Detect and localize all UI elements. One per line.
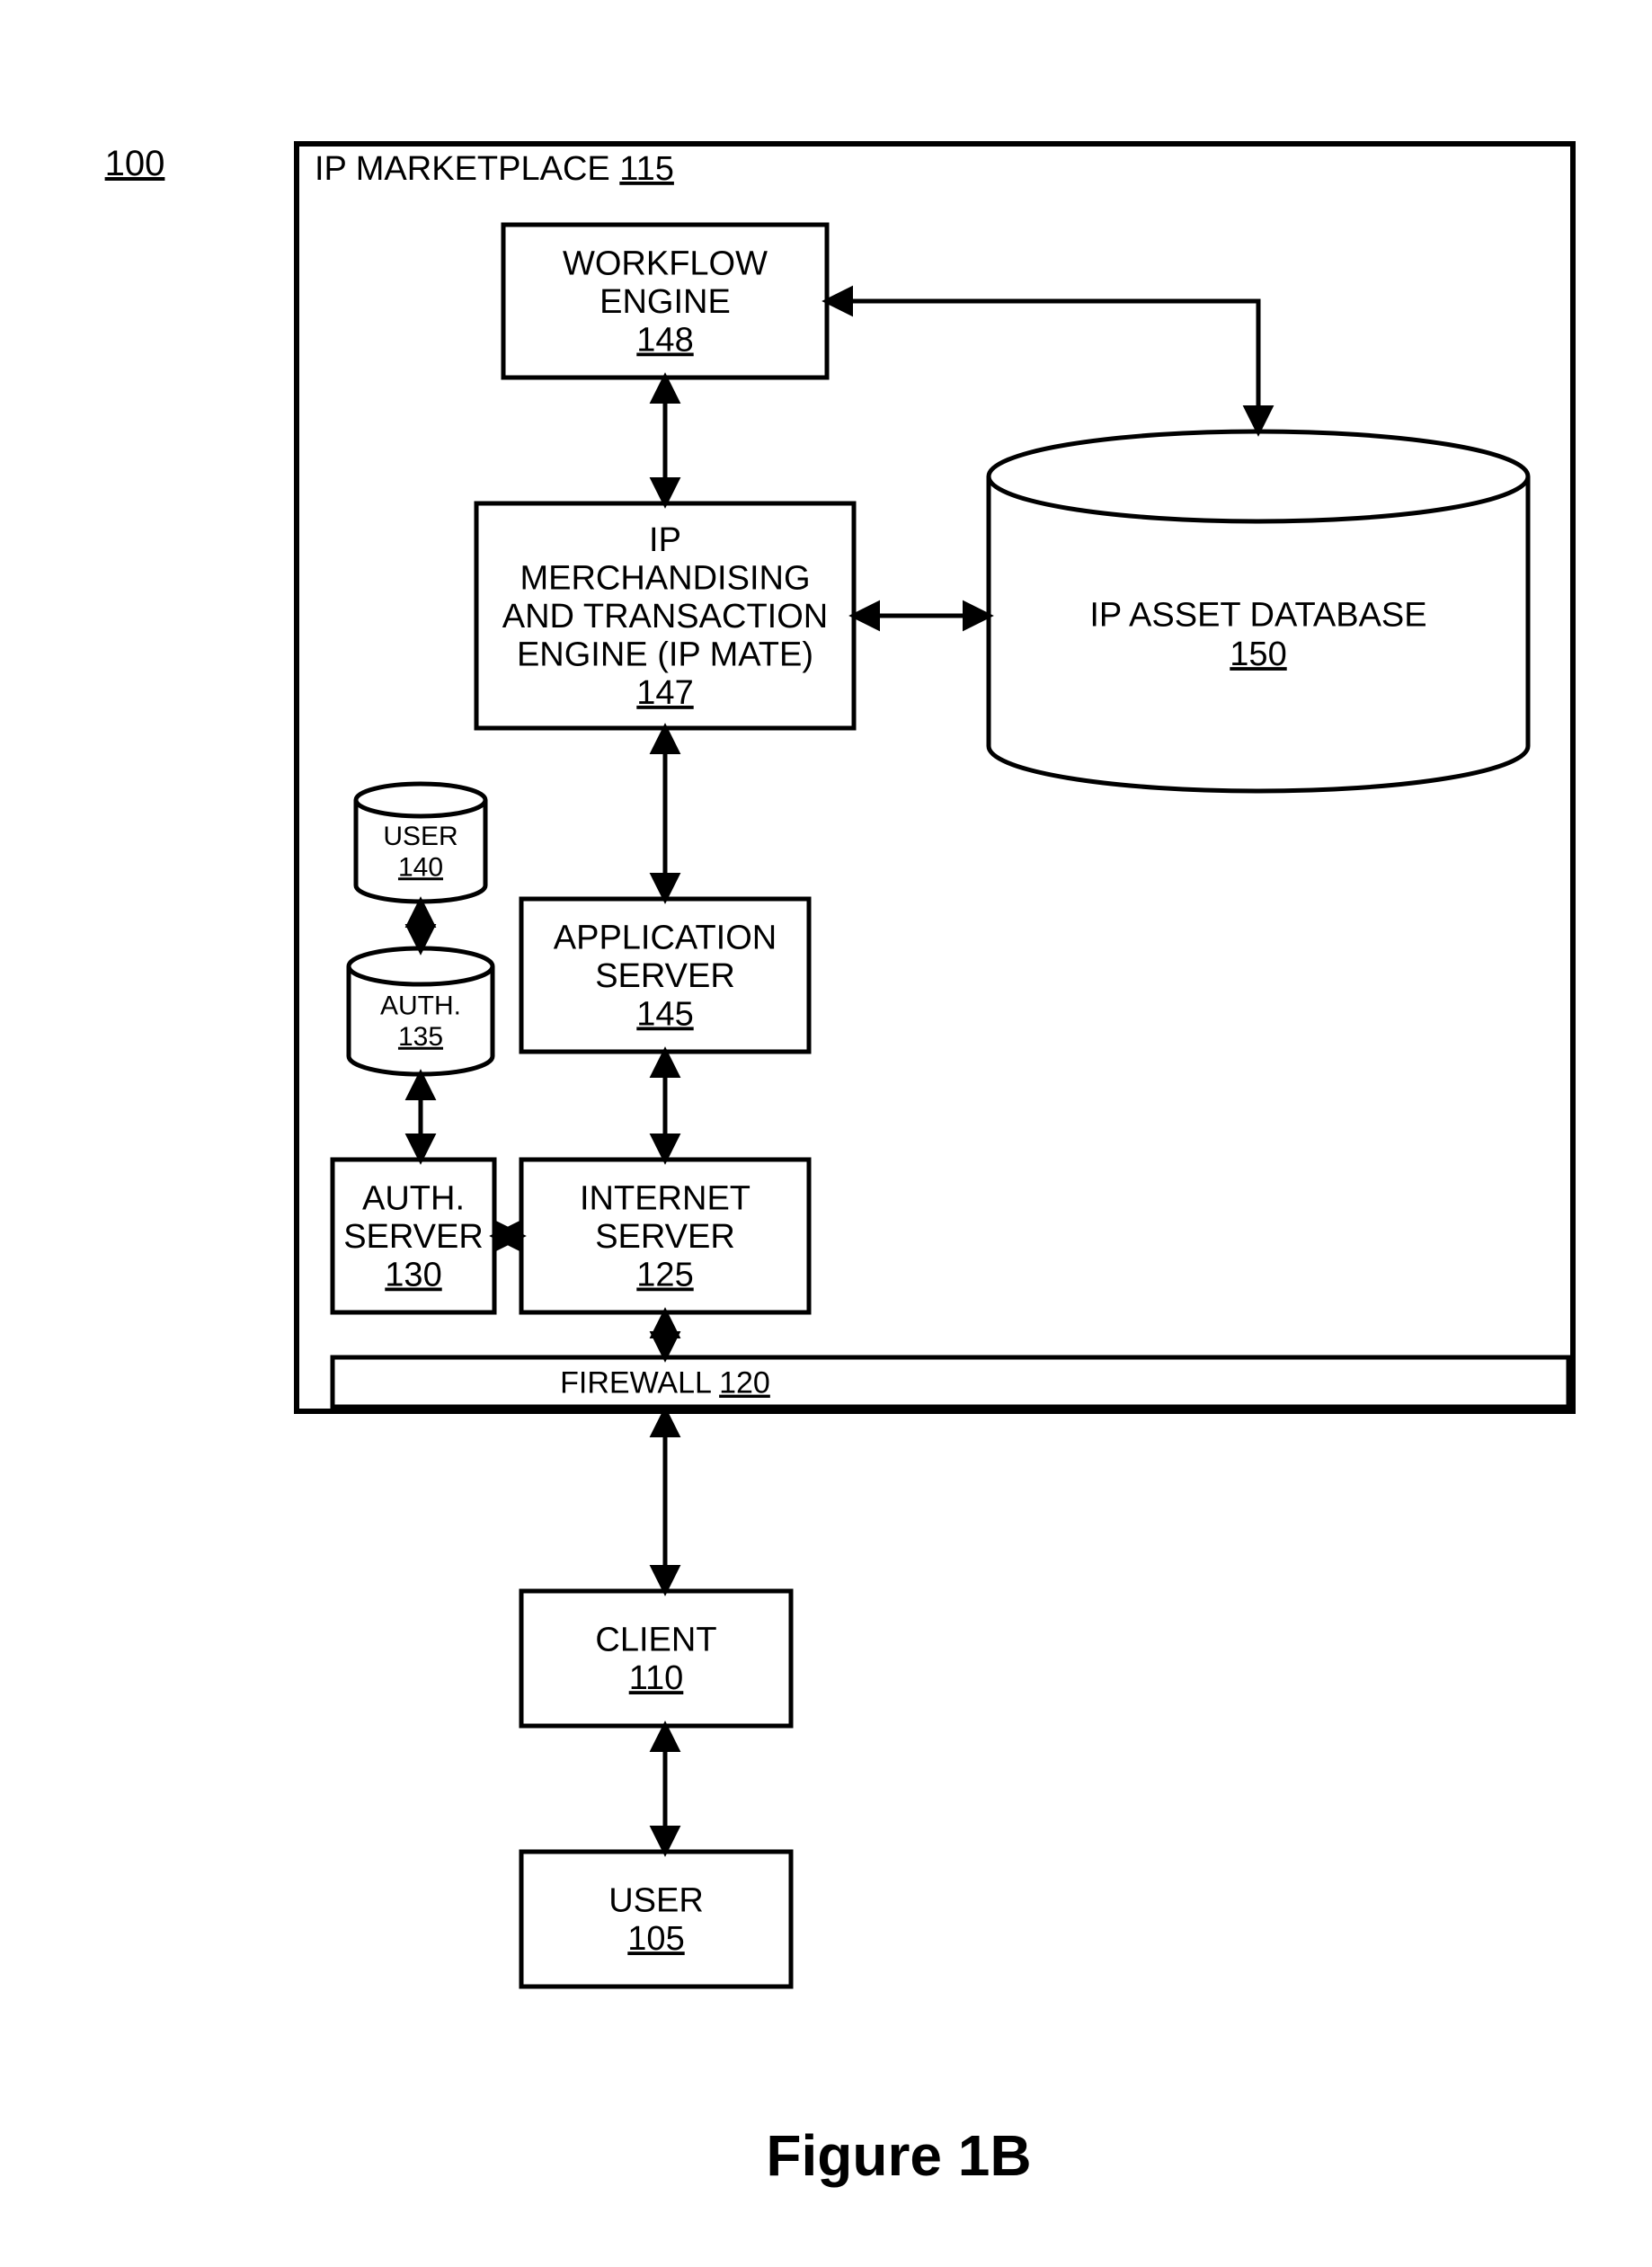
- node-ipmate-label-3: ENGINE (IP MATE): [517, 636, 813, 673]
- node-client-label-0: CLIENT: [595, 1622, 716, 1659]
- diagram-ref-100: 100: [105, 144, 165, 183]
- node-appserver: APPLICATIONSERVER145: [521, 899, 809, 1052]
- node-user: USER105: [521, 1852, 791, 1987]
- node-client: CLIENT110: [521, 1591, 791, 1726]
- node-inetserver-label-1: SERVER: [595, 1218, 735, 1256]
- node-workflow-ref: 148: [636, 321, 693, 359]
- node-authserver-label-1: SERVER: [343, 1218, 484, 1256]
- node-workflow-label-0: WORKFLOW: [563, 244, 768, 282]
- figure-title: Figure 1B: [766, 2123, 1031, 2188]
- firewall-label: FIREWALL 120: [560, 1366, 770, 1400]
- marketplace-title: IP MARKETPLACE 115: [315, 150, 674, 188]
- db-ip_asset_db-label-0: IP ASSET DATABASE: [1089, 596, 1426, 634]
- node-authserver-label-0: AUTH.: [362, 1179, 465, 1217]
- node-appserver-label-1: SERVER: [595, 957, 735, 995]
- node-inetserver: INTERNETSERVER125: [521, 1160, 809, 1312]
- db-user_db: USER140: [356, 784, 485, 902]
- node-user-ref: 105: [627, 1920, 684, 1958]
- node-ipmate: IPMERCHANDISINGAND TRANSACTIONENGINE (IP…: [476, 503, 854, 728]
- node-inetserver-label-0: INTERNET: [580, 1179, 751, 1217]
- node-authserver-ref: 130: [385, 1256, 441, 1294]
- node-workflow-label-1: ENGINE: [600, 283, 731, 321]
- node-appserver-ref: 145: [636, 995, 693, 1033]
- db-auth_db-label-0: AUTH.: [380, 991, 461, 1020]
- node-inetserver-ref: 125: [636, 1256, 693, 1294]
- node-ipmate-ref: 147: [636, 674, 693, 712]
- db-ip_asset_db-ref: 150: [1230, 636, 1286, 673]
- node-client-ref: 110: [629, 1659, 684, 1697]
- db-user_db-ref: 140: [398, 852, 443, 882]
- db-auth_db-ref: 135: [398, 1022, 443, 1052]
- firewall-box: [333, 1357, 1568, 1407]
- node-ipmate-label-1: MERCHANDISING: [520, 559, 810, 597]
- node-user-label-0: USER: [608, 1882, 704, 1920]
- node-authserver: AUTH.SERVER130: [333, 1160, 494, 1312]
- node-workflow: WORKFLOWENGINE148: [503, 225, 827, 378]
- node-ipmate-label-0: IP: [649, 521, 681, 559]
- node-appserver-label-0: APPLICATION: [554, 919, 777, 956]
- db-auth_db: AUTH.135: [349, 948, 493, 1074]
- diagram-canvas: 100 IP MARKETPLACE 115 WORKFLOWENGINE148 IP…: [0, 0, 1652, 2267]
- node-ipmate-label-2: AND TRANSACTION: [502, 598, 828, 636]
- db-ip_asset_db: IP ASSET DATABASE150: [989, 431, 1528, 791]
- db-user_db-label-0: USER: [383, 822, 457, 851]
